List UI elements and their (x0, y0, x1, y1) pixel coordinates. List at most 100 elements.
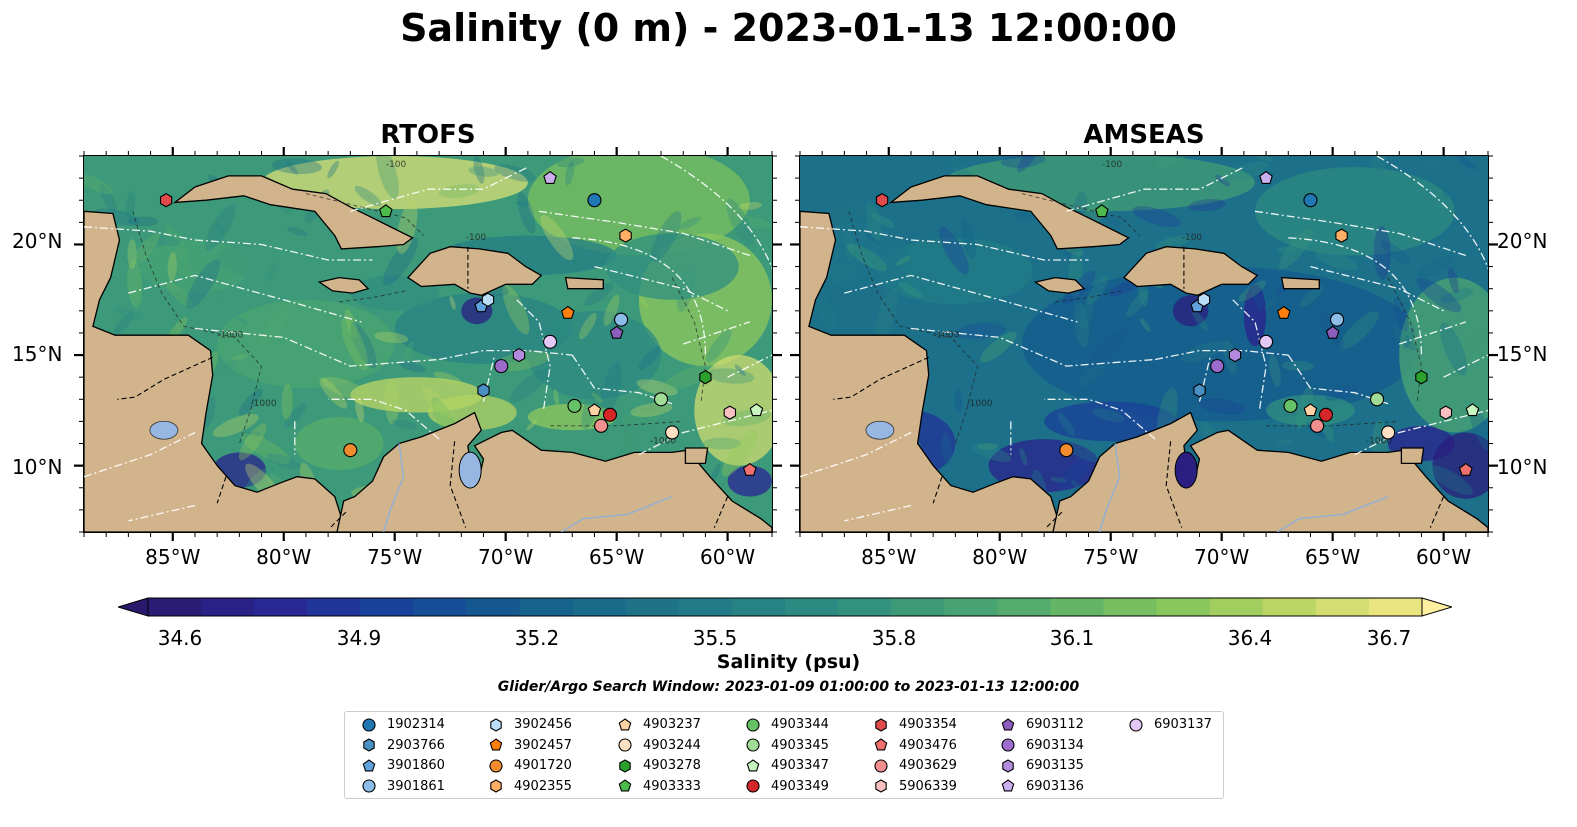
legend-item-label: 1902314 (387, 717, 445, 732)
float-marker-3901861[interactable] (1330, 312, 1345, 327)
float-marker-4903476[interactable] (1458, 462, 1473, 476)
float-marker-4903237[interactable] (587, 403, 602, 417)
legend-item-label: 3902457 (514, 737, 572, 753)
lon-tick-label: 85°W (145, 545, 201, 569)
float-marker-4903333[interactable] (1095, 204, 1109, 218)
legend-item: 4903629 (873, 756, 957, 775)
float-marker-1902314[interactable] (587, 193, 602, 208)
float-marker-6903135[interactable] (1228, 347, 1242, 363)
circle-marker-icon (489, 758, 503, 773)
lon-tick-label: 70°W (478, 545, 534, 569)
lon-tick-label: 70°W (1194, 545, 1250, 569)
pentagon-marker-icon (618, 717, 632, 730)
float-marker-4903347[interactable] (1465, 403, 1480, 417)
legend-item: 6903135 (1000, 756, 1084, 775)
circle-marker-icon (362, 717, 376, 732)
legend-item-label: 6903137 (1154, 717, 1212, 732)
float-marker-4903347[interactable] (749, 403, 764, 417)
legend-item-label: 3901861 (387, 778, 445, 794)
float-marker-6903112[interactable] (1325, 325, 1340, 339)
float-marker-6903137[interactable] (543, 334, 558, 349)
amseas-map: -100 -1000 -1000 -1000 -100 (799, 155, 1489, 533)
search-window-text: Glider/Argo Search Window: 2023-01-09 01… (497, 679, 1080, 695)
float-marker-1902314[interactable] (1303, 193, 1318, 208)
legend-item-label: 4903629 (899, 758, 957, 773)
float-marker-4903244[interactable] (1381, 425, 1396, 440)
legend-item: 2903766 (361, 736, 445, 755)
lat-tick-right-10n: 10°N (1497, 455, 1548, 479)
colorbar-tick: 34.9 (336, 626, 382, 650)
float-marker-4903344[interactable] (567, 398, 582, 413)
legend-item-label: 4903278 (643, 758, 701, 773)
float-marker-4901720[interactable] (343, 443, 358, 458)
float-marker-3902456[interactable] (1197, 292, 1211, 307)
float-marker-3901861[interactable] (614, 312, 629, 327)
float-marker-4903349[interactable] (1318, 407, 1334, 422)
circle-marker-icon (746, 717, 760, 732)
float-marker-3902457[interactable] (1276, 305, 1291, 319)
float-marker-4903354[interactable] (875, 193, 889, 208)
float-marker-5906339[interactable] (723, 405, 737, 420)
legend-item: 4903354 (873, 715, 957, 734)
lat-tick-left-10n: 10°N (12, 455, 63, 479)
legend-item: 4903349 (745, 777, 829, 796)
float-marker-4903278[interactable] (1415, 370, 1428, 385)
legend-item: 4903347 (745, 756, 829, 775)
float-marker-2903766[interactable] (477, 383, 490, 398)
legend-item: 5906339 (873, 777, 957, 796)
hexagon-marker-icon (490, 779, 502, 793)
legend-item-label: 5906339 (899, 778, 957, 794)
panel-title-amseas: AMSEAS (1083, 120, 1205, 150)
float-marker-4903629[interactable] (1310, 418, 1325, 433)
float-marker-6903136[interactable] (543, 170, 557, 184)
float-marker-6903112[interactable] (609, 325, 624, 339)
float-marker-4903476[interactable] (742, 462, 757, 476)
float-marker-6903136[interactable] (1259, 170, 1273, 184)
float-marker-4903344[interactable] (1283, 398, 1298, 413)
float-marker-5906339[interactable] (1439, 405, 1453, 420)
legend-item-label: 4903347 (771, 758, 829, 773)
circle-marker-icon (1129, 717, 1143, 732)
lon-tick-label: 65°W (589, 545, 645, 569)
lat-tick-left-20n: 20°N (12, 229, 63, 253)
legend-item: 6903112 (1000, 715, 1084, 734)
float-marker-4903333[interactable] (379, 204, 393, 218)
float-marker-4903345[interactable] (1369, 392, 1385, 407)
legend-item-label: 4903244 (643, 737, 701, 753)
float-marker-4903244[interactable] (665, 425, 680, 440)
float-marker-4903345[interactable] (653, 392, 669, 407)
salinity-colorbar (118, 597, 1452, 617)
pentagon-marker-icon (746, 758, 760, 771)
float-marker-4903278[interactable] (699, 370, 712, 385)
float-marker-4902355[interactable] (619, 228, 632, 243)
lat-tick-right-15n: 15°N (1497, 342, 1548, 366)
legend-item-label: 6903135 (1026, 758, 1084, 773)
float-marker-4903237[interactable] (1303, 403, 1318, 417)
float-marker-3902456[interactable] (481, 292, 495, 307)
lat-tick-left-15n: 15°N (12, 342, 63, 366)
float-marker-3902457[interactable] (560, 305, 575, 319)
float-marker-4903629[interactable] (594, 418, 609, 433)
legend-item-label: 4901720 (514, 758, 572, 773)
pentagon-marker-icon (489, 738, 503, 751)
float-marker-6903134[interactable] (1210, 359, 1225, 374)
pentagon-marker-icon (618, 779, 632, 792)
float-marker-4903354[interactable] (159, 193, 173, 208)
float-marker-4901720[interactable] (1059, 443, 1074, 458)
float-legend: 1902314 2903766 3901860 3901861 3902456 39024… (344, 711, 1224, 799)
float-marker-6903137[interactable] (1259, 334, 1274, 349)
lon-tick-label: 60°W (1415, 545, 1472, 569)
lon-tick-label: 85°W (861, 545, 917, 569)
legend-item-label: 4903345 (771, 737, 829, 753)
legend-item-label: 6903112 (1026, 717, 1084, 732)
float-marker-4903349[interactable] (602, 407, 618, 422)
legend-item: 3902457 (488, 736, 572, 755)
float-marker-6903134[interactable] (494, 359, 509, 374)
float-marker-2903766[interactable] (1193, 383, 1206, 398)
legend-item: 4901720 (488, 756, 572, 775)
legend-item-label: 2903766 (387, 737, 445, 753)
float-marker-4902355[interactable] (1335, 228, 1348, 243)
lon-tick-label: 80°W (972, 545, 1028, 569)
float-marker-6903135[interactable] (512, 347, 526, 363)
lat-tick-right-20n: 20°N (1497, 229, 1548, 253)
